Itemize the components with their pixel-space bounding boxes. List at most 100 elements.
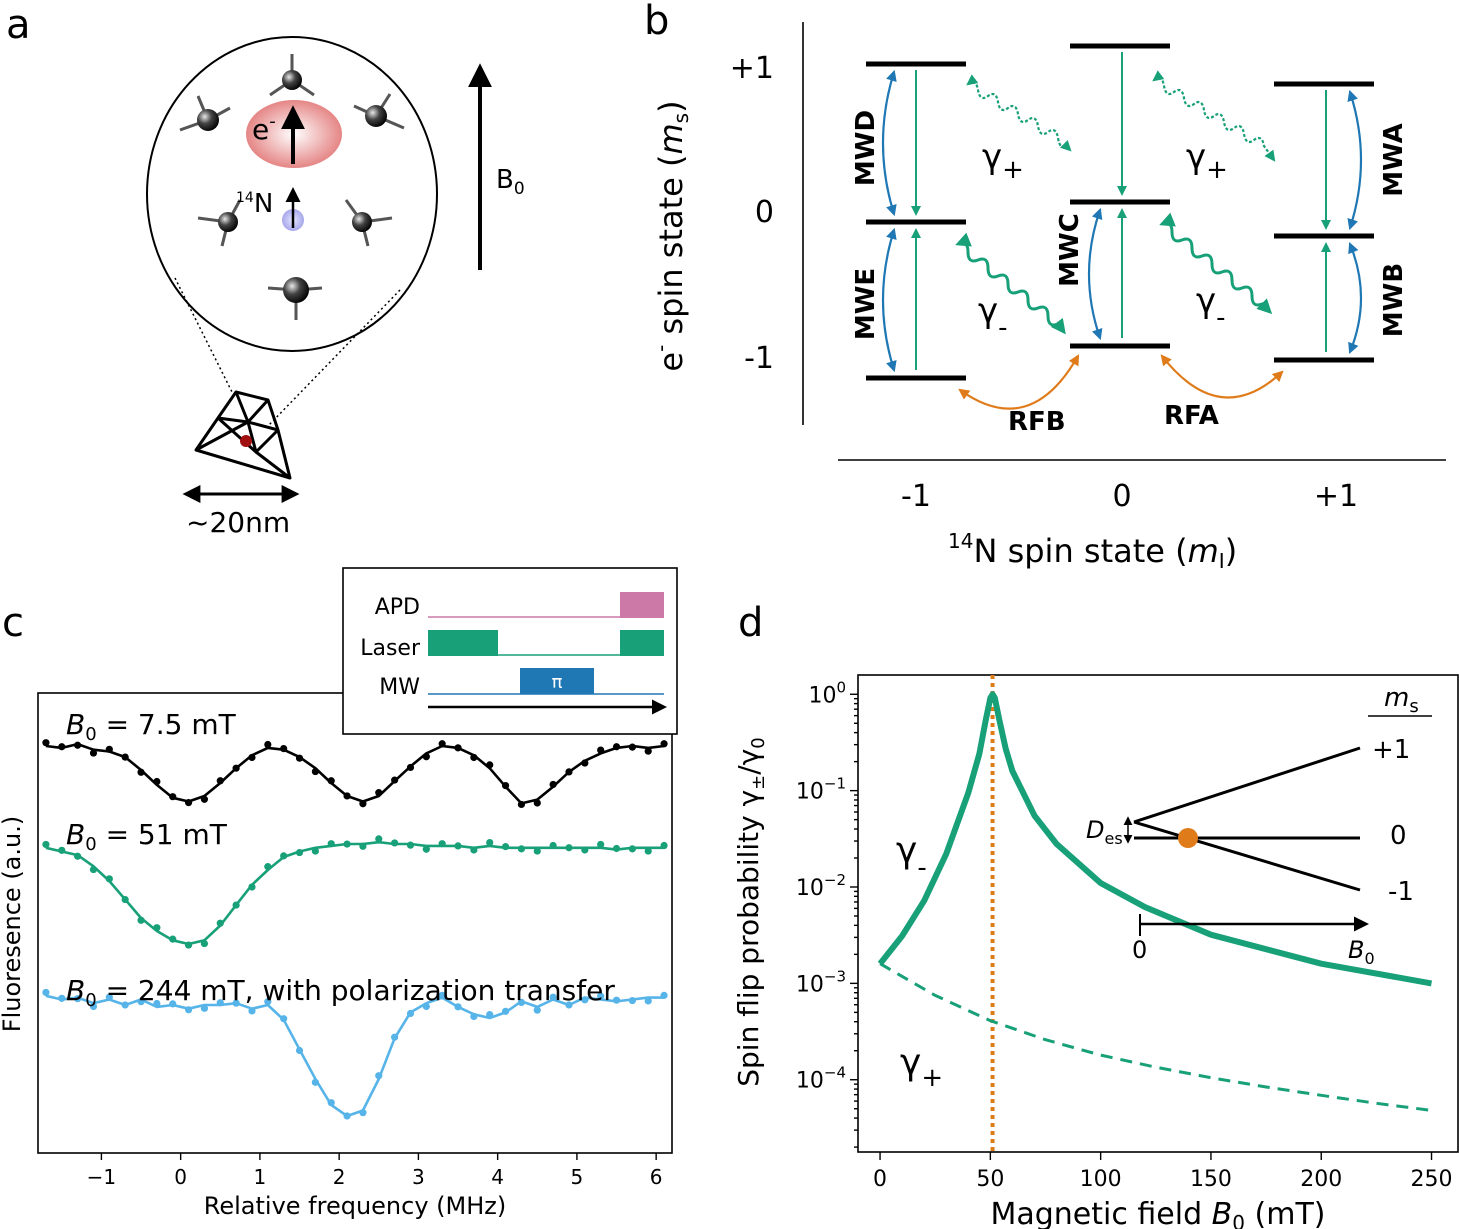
data-point-0 xyxy=(248,753,256,762)
level-minus1-line xyxy=(1133,820,1361,892)
data-point-2 xyxy=(628,996,636,1005)
x-tick-b: +1 xyxy=(1314,479,1358,514)
data-point-1 xyxy=(486,838,494,847)
inset-level-minus1: -1 xyxy=(1388,877,1414,907)
data-point-0 xyxy=(216,777,224,785)
data-point-1 xyxy=(581,846,589,854)
data-point-1 xyxy=(628,845,636,853)
data-point-0 xyxy=(280,744,288,753)
data-point-0 xyxy=(438,740,446,748)
data-point-2 xyxy=(454,1003,462,1011)
zoom-line-left xyxy=(174,277,233,393)
data-point-1 xyxy=(470,846,478,854)
data-point-1 xyxy=(137,916,145,924)
data-point-2 xyxy=(549,993,557,1001)
mw-pi-pulse xyxy=(520,668,594,694)
data-point-2 xyxy=(343,1112,351,1120)
lac-marker xyxy=(1178,828,1198,848)
data-point-2 xyxy=(58,994,66,1002)
series-container-d xyxy=(877,675,1433,1152)
data-point-2 xyxy=(184,1006,193,1014)
relaxation-wiggles xyxy=(955,70,1276,335)
y-tick-label-d: 10−4 xyxy=(796,1064,846,1094)
data-point-2 xyxy=(565,1001,573,1009)
data-point-2 xyxy=(581,996,589,1004)
data-point-1 xyxy=(612,844,621,853)
y-tick-label-d: 10−3 xyxy=(796,967,846,997)
gamma-plus-left: γ+ xyxy=(982,137,1024,185)
data-point-2 xyxy=(406,1009,415,1018)
data-point-2 xyxy=(311,1078,319,1086)
gamma-minus-left: γ- xyxy=(978,291,1008,343)
y-tick-b: -1 xyxy=(744,341,774,376)
carbon-atom xyxy=(352,212,372,232)
data-point-0 xyxy=(533,799,541,807)
data-point-1 xyxy=(454,842,462,850)
trace-label-51: B0 = 51 mT xyxy=(66,818,228,855)
level-plus1-line xyxy=(1133,746,1361,824)
data-point-0 xyxy=(343,792,351,800)
data-point-1 xyxy=(565,844,573,852)
data-point-0 xyxy=(169,793,177,801)
data-point-1 xyxy=(533,847,541,855)
y-label-d: Spin flip probability γ±/γ0 xyxy=(732,737,769,1087)
data-point-1 xyxy=(406,841,415,849)
electron-label: e- xyxy=(252,111,276,146)
data-point-0 xyxy=(612,743,621,751)
data-point-0 xyxy=(644,747,652,755)
data-point-2 xyxy=(359,1109,367,1117)
x-tick-label-d: 100 xyxy=(1080,1167,1122,1192)
des-label: Des xyxy=(1086,816,1123,848)
fit-line-1 xyxy=(45,840,665,946)
label-mwa: MWA xyxy=(1379,123,1409,197)
inset-title: ms xyxy=(1384,683,1419,717)
panel-b-label: b xyxy=(644,0,669,44)
y-tick-b: +1 xyxy=(730,51,774,86)
data-point-2 xyxy=(248,1007,256,1015)
label-rfb: RFB xyxy=(1008,407,1066,437)
data-point-0 xyxy=(311,767,319,776)
data-point-1 xyxy=(42,840,50,849)
x-tick-label-c: 5 xyxy=(571,1165,584,1189)
panel-d-label: d xyxy=(738,600,763,646)
data-point-1 xyxy=(58,846,66,854)
data-point-1 xyxy=(169,935,177,943)
inset-row-laser: Laser xyxy=(360,636,421,661)
data-point-1 xyxy=(264,863,272,871)
data-point-2 xyxy=(216,999,224,1007)
x-tick-label-d: 50 xyxy=(976,1167,1004,1192)
data-point-1 xyxy=(660,841,668,850)
data-point-1 xyxy=(216,919,224,927)
inset-row-mw: MW xyxy=(379,675,420,700)
data-point-1 xyxy=(375,835,383,843)
data-point-1 xyxy=(184,941,193,949)
nitrogen-label: 14N xyxy=(236,189,273,219)
data-point-0 xyxy=(105,745,113,753)
data-point-2 xyxy=(391,1033,399,1041)
label-mwe: MWE xyxy=(851,268,881,340)
gamma-plus-right: γ+ xyxy=(1186,137,1228,185)
data-point-0 xyxy=(391,776,399,784)
size-label: ~20nm xyxy=(186,506,290,539)
data-point-0 xyxy=(42,739,50,747)
data-point-1 xyxy=(89,865,98,874)
data-point-0 xyxy=(58,743,66,751)
data-point-0 xyxy=(581,759,589,767)
y-tick-label-d: 10−2 xyxy=(796,871,846,901)
inset-row-apd: APD xyxy=(375,595,420,620)
data-point-2 xyxy=(470,1012,478,1021)
data-point-2 xyxy=(486,1011,494,1019)
data-point-0 xyxy=(501,781,510,790)
data-point-0 xyxy=(375,789,383,797)
y-tick-b: 0 xyxy=(755,195,774,230)
data-point-1 xyxy=(549,841,557,850)
trace-label-75: B0 = 7.5 mT xyxy=(66,708,237,745)
gamma-minus-label: γ- xyxy=(896,830,927,883)
data-point-2 xyxy=(295,1046,304,1055)
x-tick-label-d: 250 xyxy=(1411,1167,1453,1192)
zoom-line-right xyxy=(267,289,401,427)
pulse-inset: APD Laser MW π xyxy=(342,567,678,735)
inset-axis-label: B0 xyxy=(1348,936,1375,968)
orange-transitions xyxy=(958,354,1284,410)
plot-frame-d xyxy=(857,674,1459,1153)
